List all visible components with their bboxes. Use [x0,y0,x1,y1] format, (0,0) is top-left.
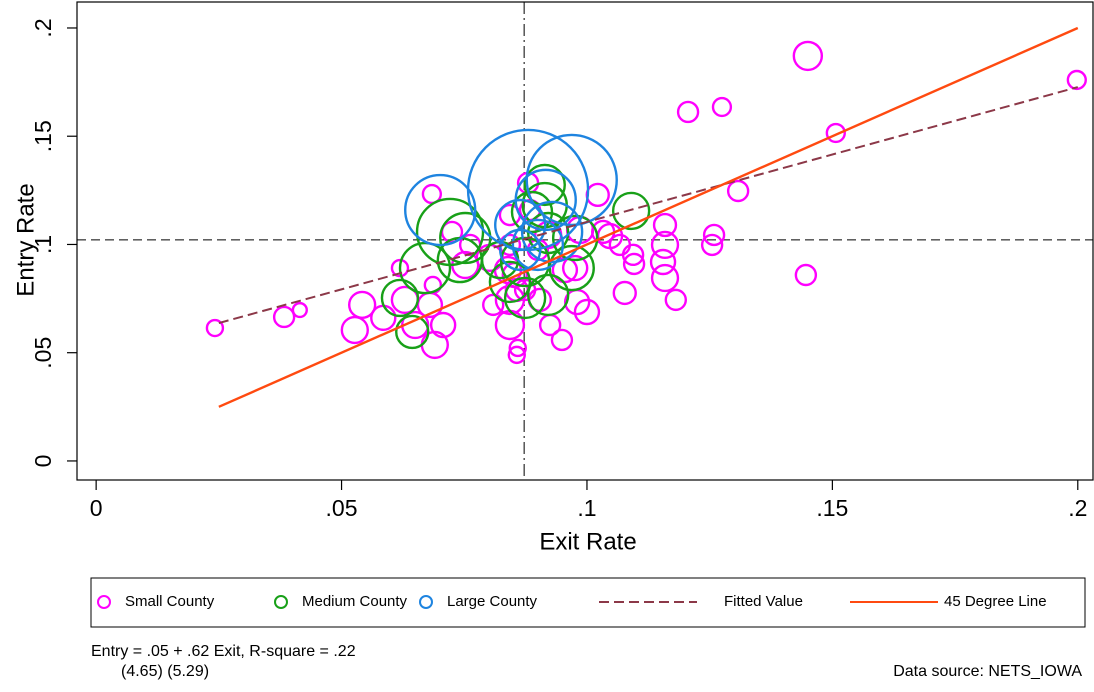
bubble [650,263,680,293]
legend-marker [97,595,111,609]
bubble [551,214,599,262]
bubble [676,100,700,124]
x-tick-label: 0 [90,495,103,521]
bubble [205,318,225,338]
legend-marker [419,595,433,609]
bubble [652,212,678,238]
bubble [415,197,485,267]
bubble [700,233,724,257]
regression-note: Entry = .05 + .62 Exit, R-square = .22 [91,643,356,660]
bubble [664,288,688,312]
y-tick-label: .15 [30,120,56,152]
y-tick-label: .05 [30,337,56,369]
source-note: Data source: NETS_IOWA [893,663,1082,680]
bubble [499,228,542,272]
bubble [612,280,637,306]
legend-label: Medium County [302,593,408,610]
bubble [390,258,410,278]
x-axis-label: Exit Rate [539,528,636,555]
bubble [494,198,547,252]
bubble [573,298,601,326]
bubble [711,96,733,118]
bubble [429,311,457,339]
bubble [395,314,430,350]
bubble [503,276,547,320]
bubble [526,273,570,317]
bubble [510,190,554,234]
bubble [511,218,565,272]
bubble [404,173,477,247]
bubble [1066,69,1087,91]
legend-label: Small County [125,593,215,610]
bubble [272,305,296,329]
y-axis-label: Entry Rate [12,183,39,296]
bubble [523,163,566,207]
bubble [508,338,527,358]
t-stat-note: (4.65) (5.29) [121,663,209,680]
bubble [340,315,369,345]
y-tick-label: .1 [30,235,56,254]
x-tick-label: .15 [816,495,848,521]
y-tick-label: 0 [30,455,56,468]
bubble [621,243,645,267]
bubble [520,200,584,264]
x-tick-label: .05 [326,495,358,521]
bubble [291,301,308,319]
bubble [792,40,824,72]
y-tick-label: .2 [30,18,56,37]
legend-label: Fitted Value [724,593,803,610]
x-tick-label: .2 [1068,495,1087,521]
bubble [550,328,574,352]
bubble [649,248,677,276]
bubble [622,252,646,276]
line [218,26,1079,408]
bubble [398,241,452,295]
bubble [380,278,420,318]
bubble [525,133,618,227]
legend-label: 45 Degree Line [944,593,1047,610]
legend-label: Large County [447,593,538,610]
bubble [726,179,750,203]
bubble [825,122,846,144]
bubble [488,260,532,304]
bubble [348,290,377,320]
bubble [561,254,589,282]
legend-marker [274,595,288,609]
bubble [794,263,818,287]
bubble [611,191,651,231]
bubble [650,230,680,260]
bubble [702,223,726,247]
line [218,86,1079,325]
bubble [507,345,526,365]
x-tick-label: .1 [577,495,596,521]
